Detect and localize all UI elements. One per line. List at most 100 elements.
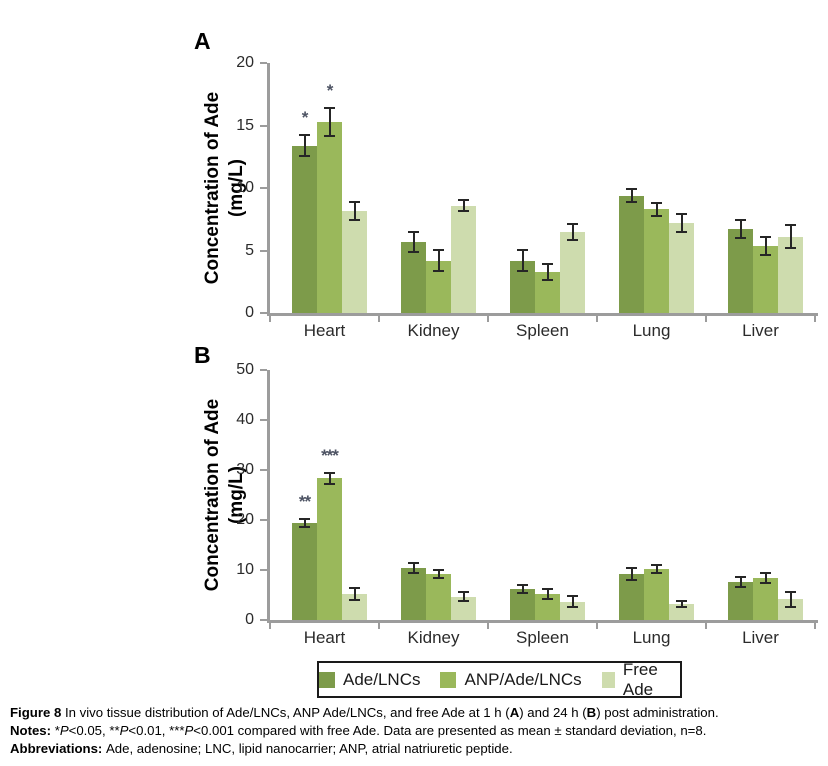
y-tick-mark [260,419,267,421]
error-bar-cap-bottom [651,214,662,217]
y-tick-label: 30 [236,461,254,478]
error-bar [517,584,528,594]
legend-swatch [319,671,335,688]
error-bar-stem [789,224,792,250]
error-bar [433,249,444,272]
error-bar [324,471,335,485]
caption-segment: <0.001 compared with free Ade. Data are … [193,723,707,738]
error-bar-cap-bottom [408,251,419,253]
plot-area: Concentration of Ade (mg/L) 0 5 10 15 20 * * Hear… [202,54,818,340]
caption-segment: P [59,723,69,738]
bar [728,582,753,620]
y-tick-label: 20 [236,54,254,71]
y-tick-label: 0 [245,304,254,321]
error-bar [542,588,553,600]
error-bar-stem [789,590,792,608]
category-group: Kidney [379,63,488,340]
error-bar-stem [680,600,683,608]
error-bar-stem [437,569,440,579]
error-bar-cap-bottom [324,134,335,137]
error-bar-cap-bottom [626,201,637,203]
error-bar-cap-bottom [542,278,553,281]
category-group: Liver [706,370,815,647]
y-tick-label: 5 [245,241,254,259]
y-tick-label: 10 [236,561,254,578]
error-bar-cap-bottom [735,586,746,588]
error-bar-stem [437,249,440,272]
category-group: Spleen [488,370,597,647]
error-bar-stem [546,588,549,600]
caption-segment: ) post administration. [596,705,719,720]
error-bar [676,600,687,608]
y-tick-mark [260,569,267,571]
bar [510,589,535,620]
error-bar-cap-bottom [785,247,796,250]
significance-marker: * [301,108,309,128]
y-tick-label: 50 [236,361,254,378]
bar [317,478,342,620]
error-bar-stem [546,263,549,281]
caption-line: Notes: *P<0.05, **P<0.01, ***P<0.001 com… [10,722,822,740]
error-bar [324,106,335,137]
error-bar [651,564,662,574]
error-bar-stem [412,561,415,574]
error-bar [567,223,578,241]
bar [451,205,476,313]
category-label: Spleen [516,628,569,647]
y-tick-label: 10 [236,179,254,196]
error-bar [349,200,360,221]
error-bar [408,230,419,253]
x-tick-mark [596,316,598,322]
figure-caption: Figure 8 In vivo tissue distribution of … [10,704,822,758]
error-bar-cap-bottom [542,598,553,600]
error-bar-cap-bottom [651,572,662,574]
error-bar-cap-bottom [567,238,578,241]
x-tick-mark [487,316,489,322]
category-label: Spleen [516,321,569,340]
error-bar [299,517,310,528]
bar [778,599,803,620]
y-tick-mark [260,469,267,471]
error-bar-stem [328,106,331,137]
error-bar [299,134,310,157]
x-axis-line [267,313,818,316]
bar [451,596,476,620]
panel-label: A [194,28,211,54]
x-tick-mark [378,623,380,629]
category-group: Lung [597,370,706,647]
caption-segment: B [586,705,597,720]
y-tick-mark [260,312,267,314]
error-bar-cap-bottom [458,209,469,212]
error-bar-cap-bottom [567,606,578,608]
error-bar-stem [412,230,415,253]
y-tick-mark [260,124,267,127]
error-bar-cap-bottom [760,253,771,256]
category-label: Liver [742,628,779,647]
error-bar [458,591,469,602]
error-bar-stem [739,576,742,588]
y-tick-label: 20 [236,511,254,528]
y-tick-label: 15 [236,116,254,134]
caption-line: Abbreviations: Ade, adenosine; LNC, lipi… [10,740,822,758]
y-axis-title-line1: Concentration of Ade [202,398,223,592]
error-bar-stem [571,223,574,241]
bar [669,604,694,620]
bar [560,601,585,620]
caption-segment: Notes: [10,723,55,738]
error-bar-stem [680,213,683,233]
x-tick-mark [814,316,816,322]
error-bar-cap-bottom [785,605,796,608]
error-bar [458,199,469,212]
error-bar [542,263,553,281]
error-bar-cap-bottom [299,525,310,528]
x-tick-mark [269,316,271,322]
y-tick-label: 0 [245,611,254,628]
error-bar-cap-bottom [433,577,444,579]
y-axis-line [267,370,270,623]
error-bar-stem [764,571,767,584]
error-bar-cap-bottom [349,218,360,221]
caption-segment: P [184,723,194,738]
error-bar [626,188,637,203]
error-bar [408,561,419,574]
error-bar-cap-bottom [517,269,528,272]
